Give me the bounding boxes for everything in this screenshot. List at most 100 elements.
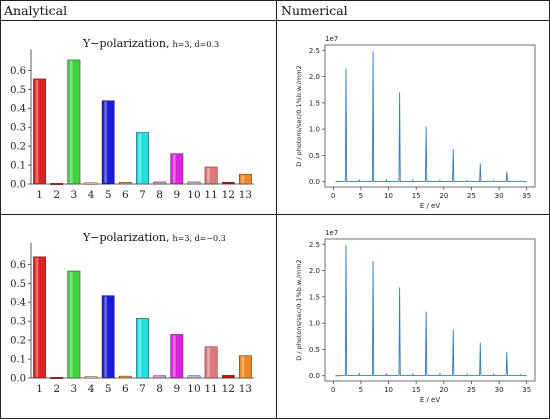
bar-highlight bbox=[207, 347, 210, 377]
bar bbox=[136, 318, 149, 379]
x-tick-label: 13 bbox=[239, 383, 252, 395]
x-tick-label: 20 bbox=[439, 386, 448, 394]
x-tick-label: 13 bbox=[239, 189, 252, 201]
y-tick-label: 0.4 bbox=[10, 104, 26, 115]
bar-highlight bbox=[172, 154, 176, 183]
chart-title: Y−polarization, h=3, d=0.3 bbox=[82, 37, 219, 50]
x-tick-label: 5 bbox=[105, 383, 112, 395]
analytical-bar-chart-2: Y−polarization, h=3, d=−0.3 0.0 0.1 0.2 0.3 0.… bbox=[10, 231, 254, 395]
x-tick-label: 6 bbox=[122, 189, 129, 201]
bar-body bbox=[136, 132, 149, 185]
bar-body bbox=[238, 173, 252, 185]
x-tick-label: 4 bbox=[88, 189, 95, 201]
spectrum-line bbox=[335, 245, 527, 377]
x-tick-label: 8 bbox=[156, 189, 163, 201]
x-tick-label: 30 bbox=[495, 386, 504, 394]
x-tick-label: 10 bbox=[384, 192, 393, 200]
bar bbox=[204, 346, 218, 379]
x-tick-label: 9 bbox=[173, 189, 180, 201]
x-tick-label: 9 bbox=[173, 383, 180, 395]
y-tick-label: 0.4 bbox=[10, 298, 26, 309]
bar-body bbox=[187, 181, 201, 185]
y-tick-label: 0.5 bbox=[10, 85, 26, 96]
chart-title: Y−polarization, h=3, d=−0.3 bbox=[82, 231, 226, 244]
x-tick-label: 12 bbox=[222, 383, 235, 395]
chart-title-params: h=3, d=0.3 bbox=[173, 40, 220, 49]
bar-body bbox=[221, 375, 235, 379]
bar bbox=[67, 59, 81, 185]
bar bbox=[33, 78, 47, 185]
bar-highlight bbox=[104, 296, 107, 377]
y-tick-label: 0.6 bbox=[10, 260, 26, 271]
numerical-spectrum-chart-1: 1e7 0.0 0.5 1.0 1.5 2.0 2.5 0 5 10 15 20 25 30 35 E / e… bbox=[295, 35, 536, 210]
x-tick-label: 30 bbox=[495, 192, 504, 200]
bar bbox=[118, 182, 132, 185]
bar bbox=[136, 132, 149, 185]
bar-highlight bbox=[172, 335, 176, 377]
x-axis-label: E / eV bbox=[420, 202, 441, 210]
bar-body bbox=[170, 334, 184, 379]
bar bbox=[153, 375, 167, 379]
y-tick-label: 0.0 bbox=[309, 372, 320, 380]
bar-highlight bbox=[138, 319, 142, 377]
bar-body bbox=[204, 346, 218, 379]
bar bbox=[187, 181, 201, 185]
x-tick-label: 2 bbox=[53, 383, 60, 395]
y-axis-label: D / photons/sec/0.1%b.w./mm2 bbox=[295, 259, 303, 360]
numerical-spectrum-chart-2: 1e7 0.0 0.5 1.0 1.5 2.0 2.5 0 5 10 15 20 25 30 35 E / e… bbox=[295, 229, 536, 404]
analytical-bar-chart-1: Y−polarization, h=3, d=0.3 0.0 0.1 0.2 0.3 0.4… bbox=[10, 37, 254, 201]
y-tick-label: 1.0 bbox=[309, 320, 320, 328]
x-tick-label: 1 bbox=[36, 189, 43, 201]
bar-highlight bbox=[207, 167, 210, 183]
x-tick-label: 10 bbox=[187, 383, 200, 395]
bar bbox=[84, 182, 98, 185]
x-tick-label: 10 bbox=[384, 386, 393, 394]
x-tick-label: 7 bbox=[139, 383, 146, 395]
x-tick-label: 5 bbox=[359, 386, 363, 394]
x-tick-label: 1 bbox=[36, 383, 43, 395]
bar-highlight bbox=[138, 133, 142, 183]
bar bbox=[118, 375, 132, 379]
x-tick-label: 0 bbox=[331, 192, 335, 200]
bar bbox=[221, 182, 235, 185]
y-tick-label: 0.6 bbox=[10, 66, 26, 77]
x-tick-label: 3 bbox=[71, 383, 78, 395]
bar-body bbox=[50, 182, 64, 185]
bar-body bbox=[50, 376, 64, 379]
bar-highlight bbox=[241, 175, 245, 183]
bar-body bbox=[33, 78, 47, 185]
bar-highlight bbox=[69, 271, 73, 377]
y-tick-label: 0.5 bbox=[309, 346, 320, 354]
y-tick-label: 0.0 bbox=[10, 374, 26, 385]
x-tick-label: 7 bbox=[139, 189, 146, 201]
header-numerical: Numerical bbox=[281, 3, 348, 18]
y-tick-label: 0.5 bbox=[10, 279, 26, 290]
y-tick-label: 0.3 bbox=[10, 123, 26, 134]
x-tick-label: 0 bbox=[331, 386, 335, 394]
x-tick-label: 3 bbox=[71, 189, 78, 201]
bar bbox=[50, 376, 64, 379]
spectrum-line bbox=[335, 51, 527, 183]
x-tick-label: 10 bbox=[187, 189, 200, 201]
x-tick-label: 5 bbox=[359, 192, 363, 200]
bar-body bbox=[118, 375, 132, 379]
y-tick-label: 2.0 bbox=[309, 73, 320, 81]
bar bbox=[238, 355, 252, 379]
y-tick-label: 2.5 bbox=[309, 241, 320, 249]
x-tick-label: 11 bbox=[204, 189, 217, 201]
scale-label: 1e7 bbox=[325, 229, 338, 237]
chart-title-main: Y−polarization, bbox=[82, 231, 170, 244]
x-tick-label: 4 bbox=[88, 383, 95, 395]
bar-body bbox=[238, 355, 252, 379]
bar bbox=[101, 100, 115, 185]
scale-label: 1e7 bbox=[325, 35, 338, 43]
bar-body bbox=[118, 182, 132, 185]
bar-highlight bbox=[35, 257, 39, 377]
bar-body bbox=[221, 182, 235, 185]
bar bbox=[84, 376, 98, 379]
bar-highlight bbox=[104, 101, 107, 183]
x-tick-label: 25 bbox=[467, 386, 476, 394]
y-tick-label: 2.0 bbox=[309, 267, 320, 275]
x-axis-label: E / eV bbox=[420, 396, 441, 404]
y-tick-label: 1.0 bbox=[309, 126, 320, 134]
